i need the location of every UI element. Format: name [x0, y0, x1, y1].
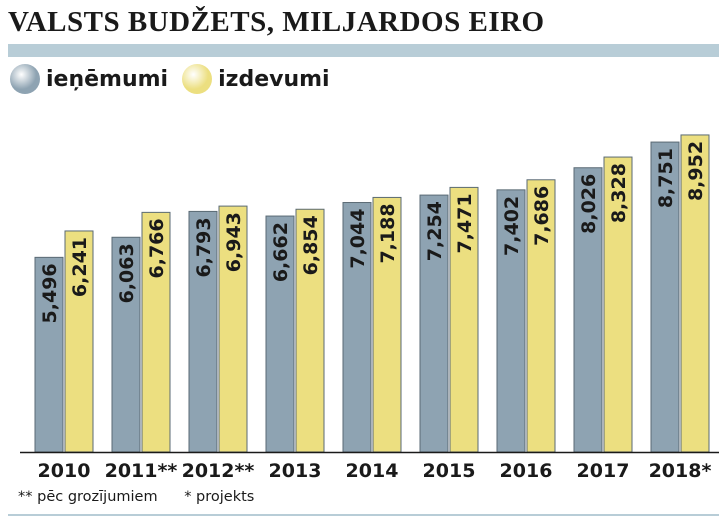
data-label-expenses: 6,241	[69, 237, 91, 297]
data-label-expenses: 8,952	[685, 141, 707, 201]
footnotes: ** pēc grozījumiem * projekts	[18, 489, 254, 505]
data-label-expenses: 8,328	[608, 163, 630, 223]
bar-chart: 5,496 6,241 2010 6,063 6,766 2011** 6,793 6,943…	[20, 134, 719, 482]
data-label-expenses: 6,943	[223, 212, 245, 272]
x-tick-label: 2013	[269, 460, 322, 482]
data-label-revenue: 8,751	[655, 148, 677, 208]
chart-title: VALSTS BUDŽETS, MILJARDOS EIRO	[8, 6, 545, 38]
data-label-expenses: 7,188	[377, 203, 399, 263]
bottom-rule	[8, 514, 719, 516]
bar-expenses	[64, 230, 94, 453]
data-label-expenses: 7,471	[454, 193, 476, 253]
x-tick-label: 2010	[38, 460, 91, 482]
data-label-revenue: 7,044	[347, 209, 369, 269]
data-label-revenue: 8,026	[578, 174, 600, 234]
bar-revenue	[34, 256, 64, 453]
x-tick-label: 2018*	[649, 460, 712, 482]
bar-revenue	[188, 210, 218, 453]
legend-swatch-revenue	[10, 64, 40, 94]
bar-expenses	[218, 205, 248, 453]
data-label-revenue: 5,496	[39, 263, 61, 323]
x-tick-label: 2011**	[105, 460, 178, 482]
bar-expenses	[603, 156, 633, 453]
legend-item-revenue: ieņēmumi	[10, 64, 168, 94]
data-label-revenue: 7,402	[501, 196, 523, 256]
bar-revenue	[111, 236, 141, 453]
x-tick-label: 2015	[423, 460, 476, 482]
bar-revenue	[342, 202, 372, 453]
data-label-expenses: 6,766	[146, 218, 168, 278]
data-label-expenses: 7,686	[531, 186, 553, 246]
data-label-revenue: 7,254	[424, 201, 446, 261]
legend-label-revenue: ieņēmumi	[46, 66, 169, 92]
bar-revenue	[650, 141, 680, 453]
title-rule	[8, 44, 719, 57]
x-tick-label: 2014	[346, 460, 399, 482]
bar-expenses	[449, 186, 479, 453]
legend: ieņēmumi izdevumi	[10, 62, 344, 96]
bar-expenses	[295, 208, 325, 453]
bar-revenue	[573, 167, 603, 453]
data-label-revenue: 6,063	[116, 243, 138, 303]
footnote-projected: * projekts	[184, 489, 255, 505]
legend-label-expenses: izdevumi	[218, 66, 330, 92]
footnote-amended: ** pēc grozījumiem	[18, 489, 158, 505]
legend-item-expenses: izdevumi	[182, 64, 330, 94]
bar-expenses	[526, 179, 556, 453]
data-label-revenue: 6,793	[193, 217, 215, 277]
bar-expenses	[680, 134, 710, 453]
data-label-expenses: 6,854	[300, 215, 322, 275]
legend-swatch-expenses	[182, 64, 213, 94]
x-tick-label: 2016	[500, 460, 553, 482]
x-tick-label: 2017	[577, 460, 630, 482]
x-tick-label: 2012**	[182, 460, 255, 482]
data-label-revenue: 6,662	[270, 222, 292, 282]
bar-expenses	[372, 196, 402, 453]
bar-revenue	[496, 189, 526, 453]
bar-expenses	[141, 211, 171, 453]
